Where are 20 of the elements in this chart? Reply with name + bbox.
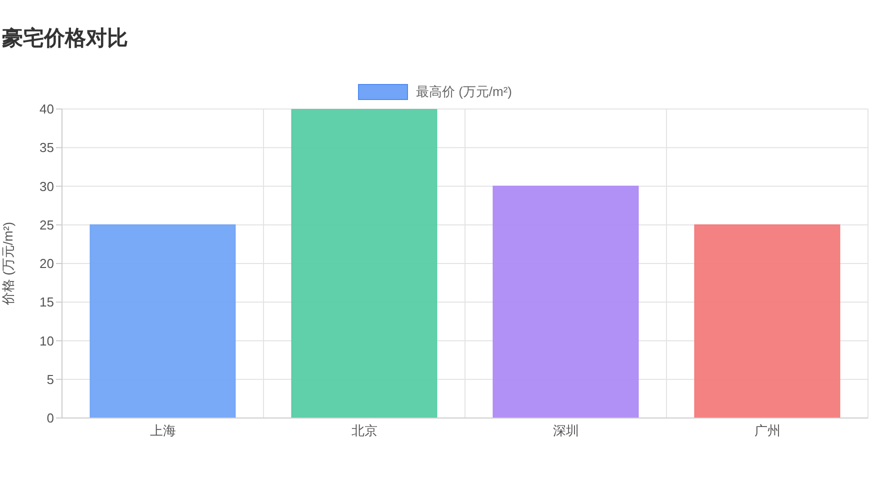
- chart-title: 豪宅价格对比: [2, 26, 128, 52]
- bar: [492, 186, 639, 418]
- y-tick-label: 25: [40, 217, 54, 232]
- y-tick-label: 35: [40, 140, 54, 156]
- bar: [694, 224, 840, 418]
- x-tick-label: 上海: [150, 423, 176, 438]
- y-axis-title: 价格 (万元/m²): [0, 222, 16, 306]
- y-tick-label: 30: [40, 178, 54, 194]
- legend-label: 最高价 (万元/m²): [416, 83, 512, 101]
- y-tick-label: 40: [40, 102, 54, 117]
- bar: [291, 109, 438, 418]
- y-tick-label: 15: [40, 294, 54, 310]
- x-tick-label: 北京: [351, 423, 378, 438]
- y-tick-label: 20: [40, 256, 54, 272]
- x-tick-label: 广州: [754, 423, 780, 438]
- y-tick-label: 0: [46, 410, 54, 426]
- y-tick-label: 10: [40, 333, 54, 348]
- x-tick-label: 深圳: [552, 423, 579, 438]
- y-tick-label: 5: [46, 372, 54, 387]
- bar: [90, 224, 236, 418]
